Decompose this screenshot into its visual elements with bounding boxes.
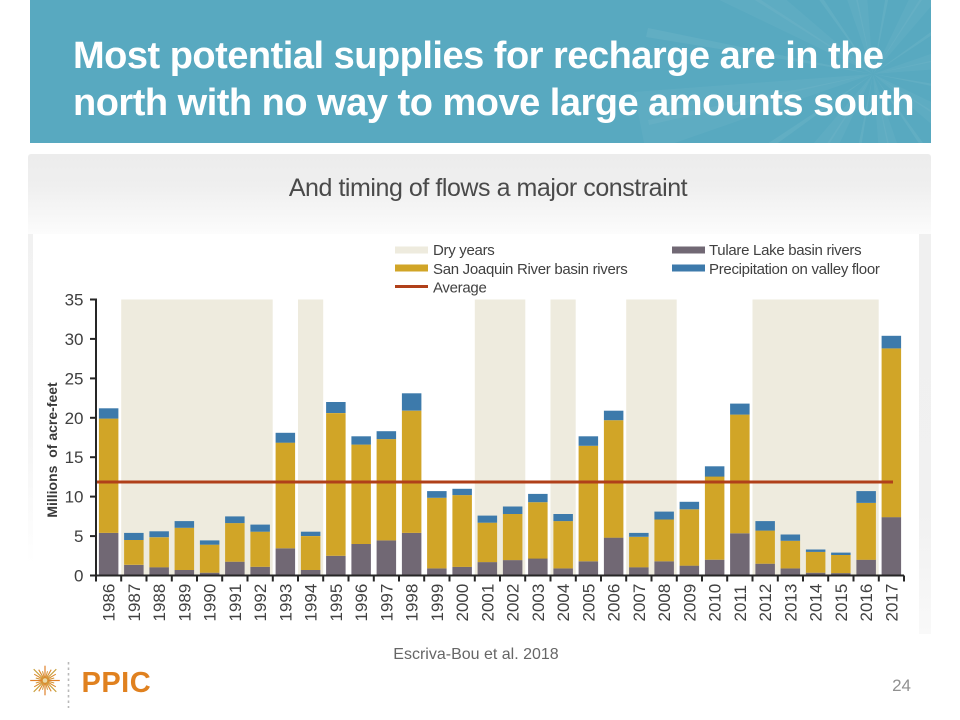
svg-text:2012: 2012	[756, 584, 775, 622]
svg-text:2001: 2001	[478, 584, 497, 622]
svg-text:2006: 2006	[605, 584, 624, 622]
svg-text:2017: 2017	[882, 584, 901, 622]
svg-text:2013: 2013	[781, 584, 800, 622]
svg-text:Tulare Lake basin rivers: Tulare Lake basin rivers	[709, 242, 861, 259]
svg-text:Dry years: Dry years	[433, 242, 494, 259]
svg-text:1996: 1996	[352, 584, 371, 622]
svg-text:2015: 2015	[832, 584, 851, 622]
svg-text:Precipitation on valley floor: Precipitation on valley floor	[709, 261, 880, 278]
svg-text:2008: 2008	[655, 584, 674, 622]
svg-text:20: 20	[65, 409, 84, 428]
svg-text:2002: 2002	[504, 584, 523, 622]
svg-text:1998: 1998	[403, 584, 422, 622]
svg-text:25: 25	[65, 369, 84, 388]
svg-text:1997: 1997	[377, 584, 396, 622]
svg-text:1993: 1993	[276, 584, 295, 622]
svg-text:2016: 2016	[857, 584, 876, 622]
svg-text:2011: 2011	[731, 585, 750, 622]
svg-text:PPIC: PPIC	[82, 667, 152, 699]
svg-text:1991: 1991	[226, 584, 245, 622]
svg-text:1987: 1987	[125, 584, 144, 622]
svg-text:2000: 2000	[453, 584, 472, 622]
svg-text:2014: 2014	[807, 584, 826, 622]
svg-text:2009: 2009	[680, 584, 699, 622]
svg-text:2005: 2005	[579, 584, 598, 622]
svg-text:1990: 1990	[201, 584, 220, 622]
svg-text:15: 15	[65, 448, 84, 467]
svg-text:30: 30	[65, 330, 84, 349]
svg-text:2007: 2007	[630, 584, 649, 622]
svg-text:2010: 2010	[706, 584, 725, 622]
svg-text:Average: Average	[433, 280, 487, 297]
svg-text:1994: 1994	[302, 584, 321, 622]
svg-text:5: 5	[74, 527, 83, 546]
svg-text:San Joaquin River basin rivers: San Joaquin River basin rivers	[433, 261, 627, 278]
svg-text:1989: 1989	[175, 584, 194, 622]
svg-text:1988: 1988	[150, 584, 169, 622]
svg-text:2004: 2004	[554, 584, 573, 622]
svg-text:2003: 2003	[529, 584, 548, 622]
svg-text:10: 10	[65, 488, 84, 507]
svg-text:35: 35	[65, 291, 84, 310]
svg-text:Millions of acre-feet: Millions of acre-feet	[44, 382, 60, 518]
svg-text:1995: 1995	[327, 584, 346, 622]
svg-text:1986: 1986	[100, 584, 119, 622]
svg-text:1992: 1992	[251, 584, 270, 622]
svg-text:1999: 1999	[428, 584, 447, 622]
svg-text:0: 0	[74, 567, 83, 586]
